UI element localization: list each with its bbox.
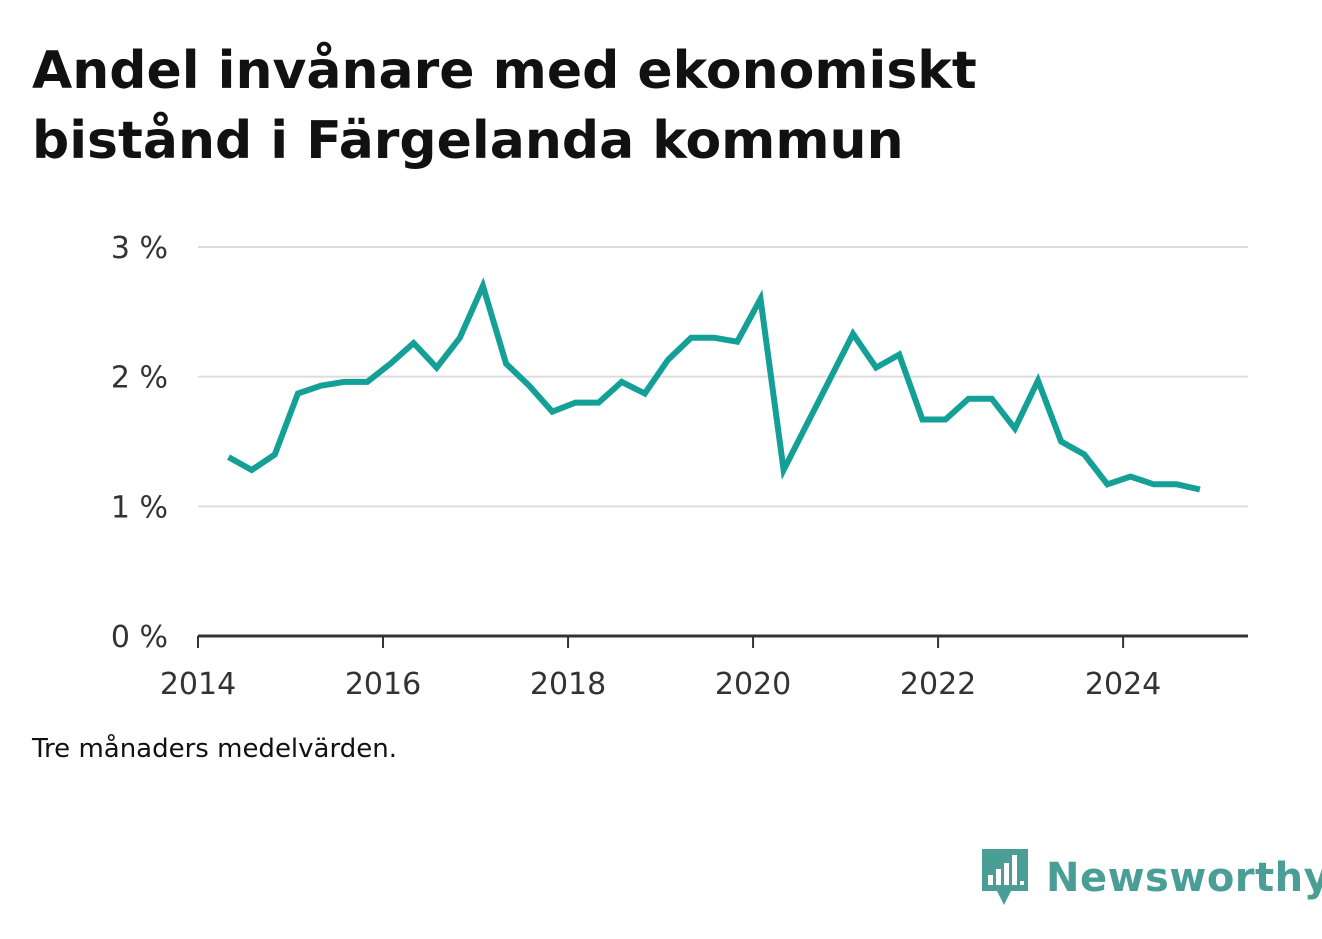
y-tick-label: 3 % xyxy=(111,231,168,266)
x-tick-label: 2020 xyxy=(715,667,791,702)
brand-name: Newsworthy xyxy=(1046,855,1322,901)
brand-logo: Newsworthy xyxy=(980,846,1322,910)
y-tick-label: 2 % xyxy=(111,361,168,396)
gridlines xyxy=(198,246,1248,508)
y-tick-label: 1 % xyxy=(111,490,168,525)
x-axis xyxy=(197,634,1248,648)
series-line xyxy=(227,277,1201,493)
x-tick-label: 2022 xyxy=(900,667,976,702)
footnote: Tre månaders medelvärden. xyxy=(32,734,397,764)
bar-chart-speech-bubble-icon xyxy=(982,849,1028,905)
x-tick-label: 2024 xyxy=(1085,667,1161,702)
x-tick-label: 2018 xyxy=(530,667,606,702)
series-group xyxy=(227,277,1201,493)
x-tick-label: 2014 xyxy=(160,667,236,702)
y-tick-label: 0 % xyxy=(111,620,168,655)
x-tick-label: 2016 xyxy=(345,667,421,702)
y-axis-labels: 0 % 1 % 2 % 3 % xyxy=(111,231,168,655)
x-axis-labels: 2014 2016 2018 2020 2022 2024 xyxy=(160,667,1161,702)
chart-title: Andel invånare med ekonomiskt bistånd i … xyxy=(32,41,977,171)
